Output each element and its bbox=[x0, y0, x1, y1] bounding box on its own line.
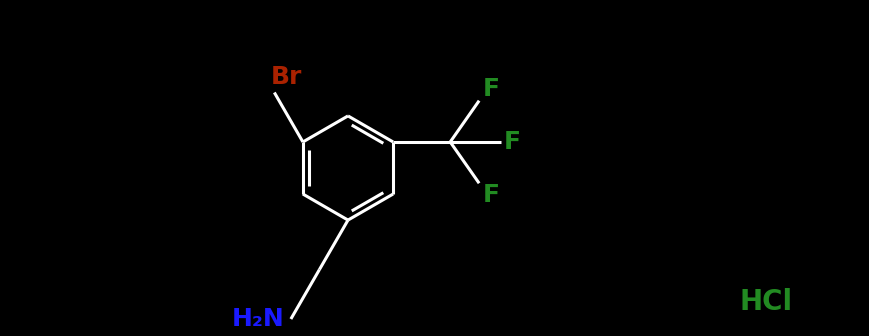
Text: HCl: HCl bbox=[738, 288, 792, 317]
Text: F: F bbox=[503, 130, 521, 154]
Text: F: F bbox=[482, 77, 499, 101]
Text: Br: Br bbox=[270, 65, 302, 89]
Text: F: F bbox=[482, 183, 499, 207]
Text: H₂N: H₂N bbox=[231, 307, 284, 331]
